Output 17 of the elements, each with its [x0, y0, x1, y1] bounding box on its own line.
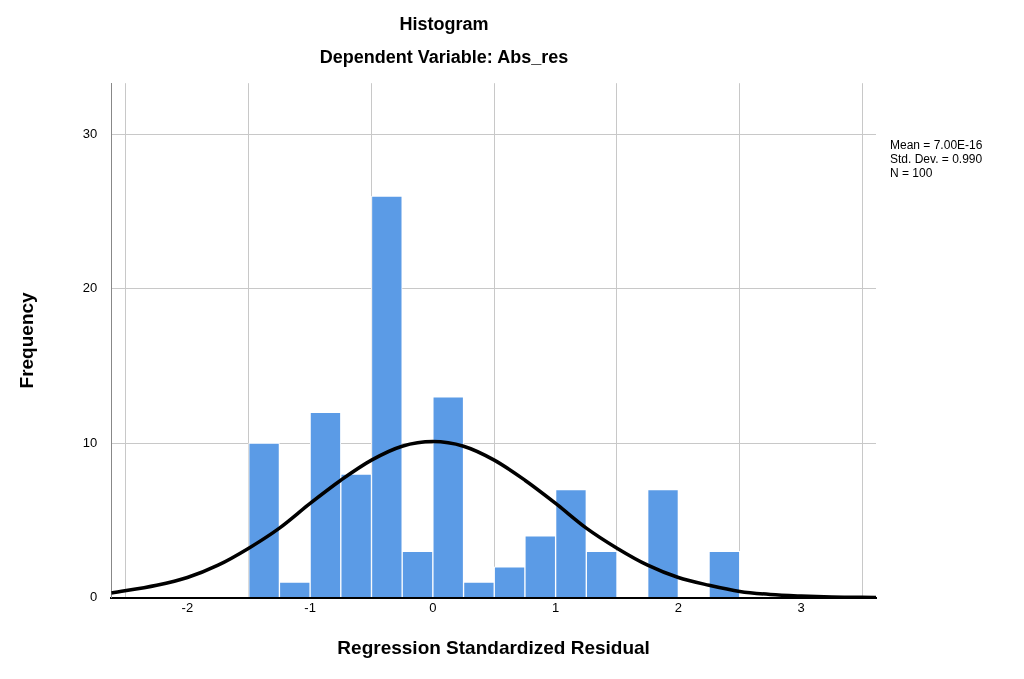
y-tick-label: 20: [82, 280, 98, 296]
x-axis-title: Regression Standardized Residual: [337, 636, 650, 658]
x-tick-label: 3: [797, 599, 805, 615]
text: Mean = 7.00E-16: [890, 137, 983, 152]
chart-title: Histogram: [399, 13, 489, 34]
text: N = 100: [890, 165, 933, 180]
x-tick-label: -2: [181, 599, 194, 615]
x-tick-label: -1: [304, 599, 316, 615]
y-axis-title: Frequency: [15, 291, 37, 389]
y-tick-label: 0: [90, 589, 98, 605]
chart-subtitle: Dependent Variable: Abs_res: [319, 47, 569, 68]
text: Std. Dev. = 0.990: [890, 151, 983, 166]
y-tick-label: 10: [82, 434, 98, 450]
x-tick-label: 0: [429, 599, 437, 615]
x-tick-label: 2: [674, 599, 682, 615]
x-tick-label: 1: [552, 599, 560, 615]
y-tick-label: 30: [82, 125, 98, 141]
